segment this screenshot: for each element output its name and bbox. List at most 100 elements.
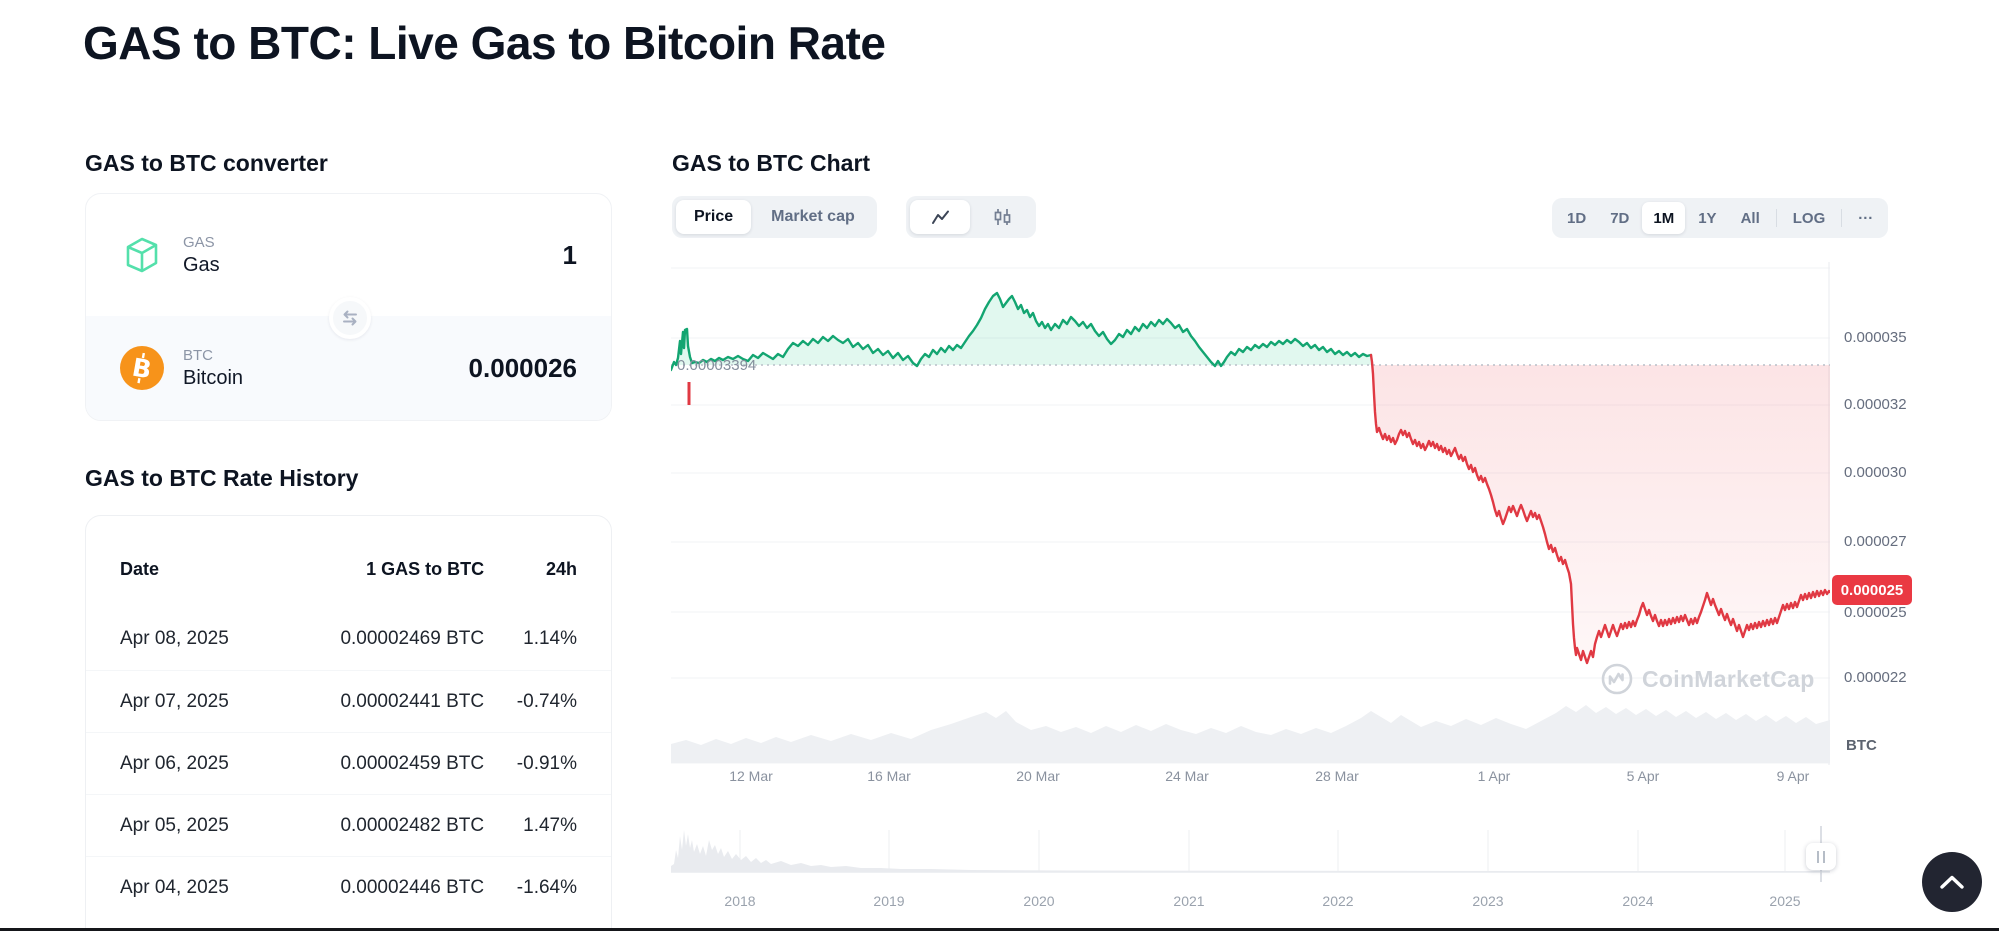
log-scale-button[interactable]: LOG bbox=[1792, 209, 1826, 227]
timeline-volume-area bbox=[671, 830, 1830, 872]
timeline-year-label: 2021 bbox=[1173, 893, 1205, 909]
timeline-year-label: 2025 bbox=[1769, 893, 1801, 909]
range-1d-button[interactable]: 1D bbox=[1567, 209, 1587, 227]
timeline-brush[interactable] bbox=[671, 820, 1830, 882]
to-coin-name: Bitcoin bbox=[183, 366, 244, 389]
coinmarketcap-watermark: CoinMarketCap bbox=[1600, 662, 1815, 696]
x-axis-tick: 5 Apr bbox=[1626, 768, 1660, 784]
range-7d-button[interactable]: 7D bbox=[1610, 209, 1630, 227]
line-chart-toggle[interactable] bbox=[910, 200, 970, 234]
price-chart-svg bbox=[669, 262, 1832, 765]
timeline-year-label: 2020 bbox=[1023, 893, 1055, 909]
y-axis-tick: 0.000027 bbox=[1844, 533, 1907, 550]
swap-arrows-icon bbox=[343, 310, 357, 326]
coinmarketcap-logo-icon bbox=[1601, 663, 1633, 695]
x-axis-tick: 9 Apr bbox=[1776, 768, 1810, 784]
tab-price[interactable]: Price bbox=[676, 200, 752, 234]
rate-history-card: Date 1 GAS to BTC 24h Apr 08, 2025 0.000… bbox=[85, 515, 612, 931]
row-date: Apr 05, 2025 bbox=[120, 814, 229, 836]
up-price-line bbox=[669, 291, 1373, 372]
row-change: 1.14% bbox=[523, 628, 577, 649]
table-row: Apr 06, 2025 0.00002459 BTC -0.91% bbox=[86, 732, 611, 794]
svg-text:B: B bbox=[130, 353, 154, 385]
up-area bbox=[671, 293, 1371, 370]
rate-history-heading: GAS to BTC Rate History bbox=[85, 465, 359, 491]
row-change: 1.47% bbox=[523, 814, 577, 836]
row-rate: 0.00002469 BTC bbox=[340, 628, 485, 649]
timeline-year-label: 2022 bbox=[1322, 893, 1354, 909]
candlestick-chart-toggle[interactable] bbox=[972, 200, 1032, 234]
open-reference-label: 0.00003394 bbox=[677, 357, 757, 374]
row-change: -0.91% bbox=[516, 752, 577, 774]
column-header-24h: 24h bbox=[545, 558, 577, 579]
candlestick-chart-icon bbox=[994, 209, 1010, 225]
chart-type-toggle bbox=[906, 196, 1036, 238]
to-coin-symbol: BTC bbox=[183, 346, 213, 364]
range-all-button[interactable]: All bbox=[1740, 209, 1760, 227]
brush-handle[interactable] bbox=[1806, 843, 1836, 870]
timeline-year-label: 2018 bbox=[724, 893, 756, 909]
y-axis-tick: 0.000022 bbox=[1844, 669, 1907, 686]
table-row: Apr 08, 2025 0.00002469 BTC 1.14% bbox=[86, 608, 611, 670]
from-amount-input[interactable]: 1 bbox=[562, 239, 577, 270]
time-range-control: 1D 7D 1M 1Y All LOG ··· bbox=[1552, 198, 1889, 238]
page-title: GAS to BTC: Live Gas to Bitcoin Rate bbox=[83, 17, 886, 69]
table-row: Apr 07, 2025 0.00002441 BTC -0.74% bbox=[86, 670, 611, 732]
row-rate: 0.00002441 BTC bbox=[340, 690, 485, 712]
row-date: Apr 04, 2025 bbox=[120, 876, 229, 898]
row-change: -1.64% bbox=[516, 876, 577, 898]
converter-from-row[interactable]: GAS Gas 1 bbox=[86, 194, 611, 316]
timeline-year-label: 2024 bbox=[1622, 893, 1654, 909]
from-coin-symbol: GAS bbox=[183, 233, 215, 251]
column-header-date: Date bbox=[120, 558, 160, 579]
x-axis-tick: 24 Mar bbox=[1165, 768, 1209, 784]
converter-heading: GAS to BTC converter bbox=[85, 150, 328, 176]
volume-area bbox=[671, 705, 1830, 763]
scroll-to-top-button[interactable] bbox=[1922, 852, 1982, 912]
x-axis-tick: 28 Mar bbox=[1315, 768, 1359, 784]
x-axis-tick: 16 Mar bbox=[867, 768, 911, 784]
converter-card: GAS Gas 1 B BTC Bitcoin 0.000026 bbox=[85, 193, 612, 421]
chart-heading: GAS to BTC Chart bbox=[672, 150, 871, 176]
timeline-year-label: 2019 bbox=[873, 893, 905, 909]
row-date: Apr 06, 2025 bbox=[120, 752, 229, 774]
current-price-badge: 0.000025 bbox=[1832, 575, 1912, 605]
swap-button[interactable] bbox=[329, 297, 371, 339]
x-axis-tick: 20 Mar bbox=[1016, 768, 1060, 784]
row-date: Apr 07, 2025 bbox=[120, 690, 229, 712]
from-coin-name: Gas bbox=[183, 253, 220, 276]
row-rate: 0.00002459 BTC bbox=[340, 752, 485, 774]
btc-coin-icon: B bbox=[120, 346, 164, 390]
to-amount-value[interactable]: 0.000026 bbox=[468, 352, 577, 383]
rate-history-header-row: Date 1 GAS to BTC 24h bbox=[86, 516, 611, 608]
x-axis-tick: 12 Mar bbox=[729, 768, 773, 784]
down-price-line bbox=[1369, 353, 1832, 665]
down-area bbox=[1371, 355, 1830, 663]
range-1y-button[interactable]: 1Y bbox=[1698, 209, 1717, 227]
window-bottom-edge bbox=[0, 928, 1999, 931]
chevron-up-icon bbox=[1940, 875, 1964, 889]
y-axis-unit-label: BTC bbox=[1846, 737, 1877, 754]
price-chart-plot[interactable]: 0.00003394 bbox=[669, 262, 1832, 765]
y-axis-tick: 0.000032 bbox=[1844, 396, 1907, 413]
column-header-rate: 1 GAS to BTC bbox=[366, 558, 485, 579]
price-marketcap-toggle: Price Market cap bbox=[672, 196, 877, 238]
y-axis-tick: 0.000030 bbox=[1844, 464, 1907, 481]
y-axis-tick: 0.000035 bbox=[1844, 329, 1907, 346]
divider bbox=[1841, 209, 1843, 227]
row-rate: 0.00002446 BTC bbox=[340, 876, 485, 898]
row-change: -0.74% bbox=[516, 690, 577, 712]
timeline-year-label: 2023 bbox=[1472, 893, 1504, 909]
line-chart-icon bbox=[931, 210, 949, 224]
table-row: Apr 04, 2025 0.00002446 BTC -1.64% bbox=[86, 856, 611, 918]
tab-market-cap[interactable]: Market cap bbox=[771, 208, 855, 225]
range-1m-button[interactable]: 1M bbox=[1642, 202, 1686, 234]
y-axis-tick: 0.000025 bbox=[1844, 604, 1907, 621]
timeline-brush-svg bbox=[671, 830, 1830, 873]
row-date: Apr 08, 2025 bbox=[120, 628, 229, 649]
gas-coin-icon bbox=[126, 237, 158, 273]
x-axis-tick: 1 Apr bbox=[1477, 768, 1511, 784]
more-options-button[interactable]: ··· bbox=[1858, 209, 1874, 227]
watermark-text: CoinMarketCap bbox=[1642, 665, 1815, 692]
